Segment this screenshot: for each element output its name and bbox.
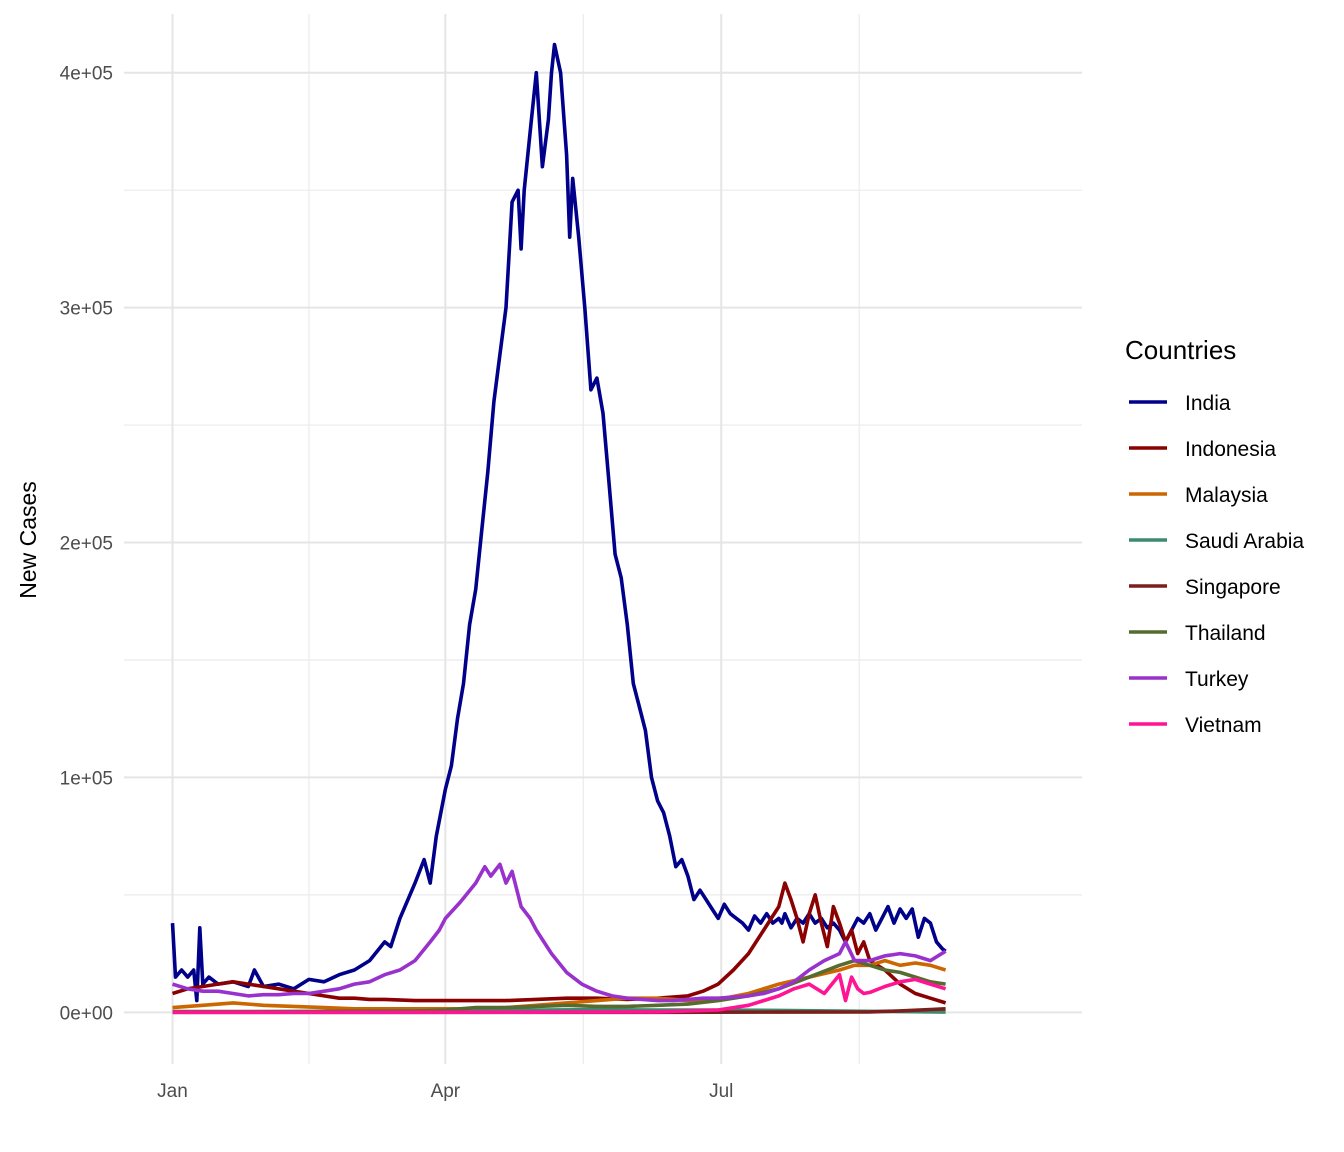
y-axis-ticks: 0e+00 1e+05 2e+05 3e+05 4e+05 [60,64,113,1025]
legend-label: Turkey [1185,668,1249,691]
x-axis-ticks: Jan Apr Jul [157,1081,733,1102]
series-layer [170,42,947,1015]
legend-label: Indonesia [1185,438,1276,461]
legend-label: Malaysia [1185,484,1268,507]
legend: Countries India Indonesia Malaysia Saudi Ar… [1125,335,1304,737]
series-line-thailand [172,958,946,1014]
legend-label: Thailand [1185,622,1266,645]
legend-label: India [1185,392,1231,415]
y-tick-label: 3e+05 [60,299,113,320]
y-tick-label: 1e+05 [60,768,113,789]
legend-items: India Indonesia Malaysia Saudi Arabia Singap… [1129,392,1304,737]
legend-label: Singapore [1185,576,1281,599]
legend-label: Saudi Arabia [1185,530,1304,553]
y-tick-label: 2e+05 [60,534,113,555]
x-tick-label: Jul [709,1081,733,1102]
series-line-vietnam [172,972,947,1015]
legend-label: Vietnam [1185,714,1262,737]
x-tick-label: Apr [431,1081,461,1102]
x-tick-label: Jan [157,1081,188,1102]
y-axis-title: New Cases [15,481,41,599]
y-tick-label: 0e+00 [60,1003,113,1024]
y-tick-label: 4e+05 [60,64,113,85]
legend-title: Countries [1125,335,1236,365]
series-line-turkey [171,862,947,1003]
